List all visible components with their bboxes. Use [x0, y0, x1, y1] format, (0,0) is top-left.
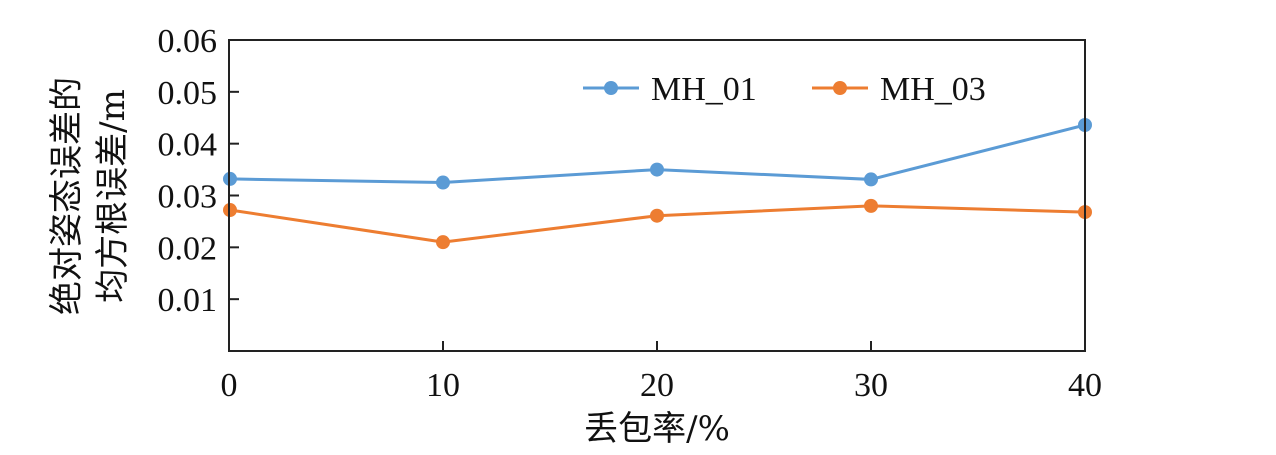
- y-axis-ticks: 0.01 0.02 0.03 0.04 0.05 0.06: [158, 23, 239, 319]
- data-point: [436, 235, 450, 250]
- y-tick-label: 0.05: [158, 75, 218, 112]
- legend: MH_01 MH_03: [583, 71, 986, 108]
- y-tick-label: 0.02: [158, 230, 218, 267]
- legend-label: MH_03: [880, 71, 986, 108]
- legend-item: MH_01: [583, 71, 757, 108]
- series-mh-01: [223, 118, 1092, 190]
- data-point: [650, 162, 664, 177]
- legend-swatch-marker: [833, 81, 847, 95]
- x-tick-label: 40: [1068, 367, 1102, 404]
- x-tick-label: 30: [854, 367, 888, 404]
- series-layer: [223, 118, 1092, 250]
- y-axis-label-line-2: 均方根误差/m: [93, 89, 133, 303]
- data-point: [864, 198, 878, 213]
- series-mh-03: [223, 198, 1092, 250]
- legend-item: MH_03: [812, 71, 986, 108]
- data-point: [436, 175, 450, 190]
- y-axis-label: 绝对姿态误差的 均方根误差/m: [47, 77, 133, 315]
- x-tick-label: 10: [426, 367, 460, 404]
- y-axis-label-line-1: 绝对姿态误差的: [47, 77, 87, 315]
- x-tick-label: 20: [640, 367, 674, 404]
- y-tick-label: 0.03: [158, 179, 218, 216]
- data-point: [650, 208, 664, 223]
- plot-frame: [228, 39, 1086, 352]
- data-point: [864, 172, 878, 187]
- x-axis-label: 丢包率/%: [584, 409, 730, 449]
- y-tick-label: 0.04: [158, 127, 218, 164]
- x-axis-ticks: 0 10 20 30 40: [221, 341, 1102, 404]
- legend-label: MH_01: [651, 71, 757, 108]
- y-tick-label: 0.06: [158, 23, 218, 60]
- x-tick-label: 0: [221, 367, 238, 404]
- legend-swatch-marker: [604, 81, 618, 95]
- y-tick-label: 0.01: [158, 282, 218, 319]
